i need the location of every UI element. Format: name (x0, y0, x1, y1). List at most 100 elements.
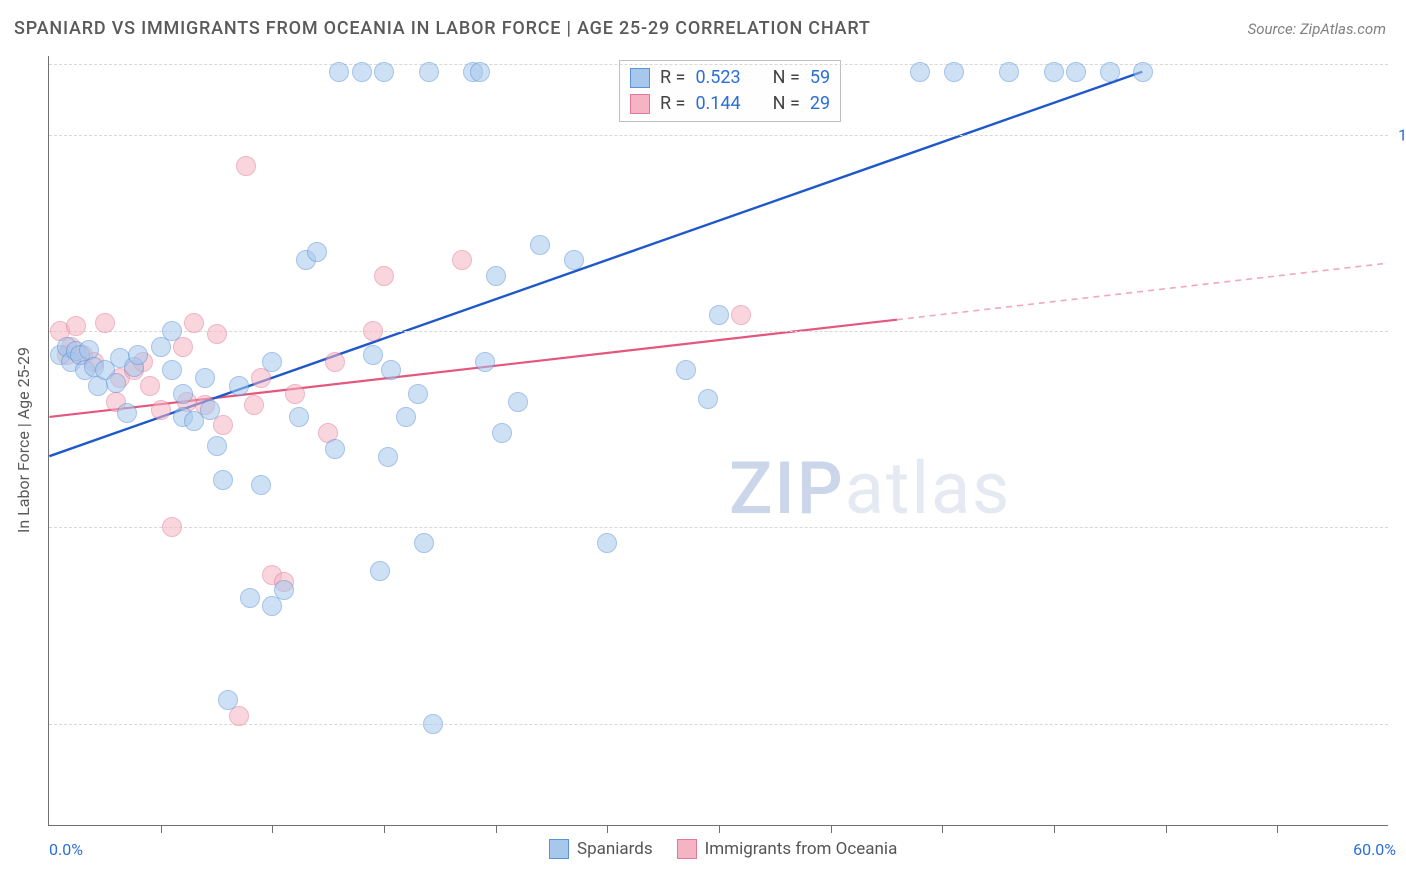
data-point-spaniards (492, 423, 512, 443)
data-point-spaniards (195, 368, 215, 388)
data-point-spaniards (378, 447, 398, 467)
data-point-spaniards (408, 384, 428, 404)
data-point-spaniards (117, 403, 137, 423)
data-point-spaniards (564, 250, 584, 270)
gridline-horizontal (49, 527, 1388, 528)
data-point-spaniards (240, 588, 260, 608)
source-label: Source: ZipAtlas.com (1248, 20, 1386, 38)
x-label-right: 60.0% (1353, 840, 1396, 859)
data-point-oceania (140, 376, 160, 396)
data-point-oceania (374, 266, 394, 286)
watermark-zip: ZIP (729, 446, 845, 531)
x-tick (384, 825, 385, 833)
y-tick-label: 87.5% (1395, 322, 1406, 341)
data-point-spaniards (173, 384, 193, 404)
data-point-oceania (66, 316, 86, 336)
legend-item-spaniards: Spaniards (549, 839, 653, 859)
bottom-legend: Spaniards Immigrants from Oceania (549, 839, 897, 859)
legend-swatch-spaniards-icon (549, 839, 569, 859)
y-tick-label: 75.0% (1395, 518, 1406, 537)
swatch-oceania-icon (630, 94, 650, 114)
chart-title: SPANIARD VS IMMIGRANTS FROM OCEANIA IN L… (14, 18, 871, 39)
gridline-horizontal (49, 64, 1388, 65)
r-label: R = (660, 91, 685, 117)
data-point-oceania (207, 324, 227, 344)
data-point-oceania (285, 384, 305, 404)
data-point-spaniards (325, 439, 345, 459)
x-label-left: 0.0% (49, 840, 83, 859)
data-point-oceania (236, 156, 256, 176)
data-point-spaniards (213, 470, 233, 490)
data-point-spaniards (944, 62, 964, 82)
data-point-spaniards (374, 62, 394, 82)
legend-label-spaniards: Spaniards (577, 839, 653, 859)
y-tick-label: 62.5% (1395, 714, 1406, 733)
data-point-oceania (184, 313, 204, 333)
data-point-spaniards (200, 400, 220, 420)
y-axis-title: In Labor Force | Age 25-29 (14, 347, 33, 533)
x-tick (496, 825, 497, 833)
gridline-horizontal (49, 724, 1388, 725)
data-point-spaniards (229, 376, 249, 396)
legend-swatch-oceania-icon (677, 839, 697, 859)
spaniards-r-value: 0.523 (695, 65, 740, 91)
plot-area: ZIPatlas R = 0.523 N = 59 R = 0.144 N = … (48, 56, 1388, 826)
gridline-horizontal (49, 331, 1388, 332)
data-point-spaniards (709, 305, 729, 325)
stats-row-spaniards: R = 0.523 N = 59 (630, 65, 830, 91)
data-point-oceania (731, 305, 751, 325)
data-point-spaniards (128, 345, 148, 365)
oceania-n-value: 29 (810, 91, 830, 117)
data-point-spaniards (218, 690, 238, 710)
data-point-spaniards (381, 360, 401, 380)
oceania-r-value: 0.144 (695, 91, 740, 117)
watermark-atlas: atlas (845, 446, 1012, 531)
data-point-spaniards (1044, 62, 1064, 82)
x-tick (1277, 825, 1278, 833)
data-point-oceania (151, 400, 171, 420)
data-point-spaniards (676, 360, 696, 380)
data-point-spaniards (262, 352, 282, 372)
data-point-spaniards (162, 360, 182, 380)
correlation-stats-box: R = 0.523 N = 59 R = 0.144 N = 29 (619, 60, 841, 122)
x-tick (1166, 825, 1167, 833)
data-point-spaniards (1066, 62, 1086, 82)
n-label: N = (773, 65, 800, 91)
data-point-oceania (363, 321, 383, 341)
data-point-oceania (213, 415, 233, 435)
data-point-spaniards (423, 714, 443, 734)
data-point-spaniards (508, 392, 528, 412)
x-tick (272, 825, 273, 833)
data-point-spaniards (307, 242, 327, 262)
data-point-spaniards (106, 373, 126, 393)
data-point-spaniards (530, 235, 550, 255)
data-point-spaniards (329, 62, 349, 82)
data-point-spaniards (274, 580, 294, 600)
data-point-oceania (325, 352, 345, 372)
data-point-spaniards (597, 533, 617, 553)
data-point-spaniards (1133, 62, 1153, 82)
data-point-oceania (95, 313, 115, 333)
x-tick (719, 825, 720, 833)
x-tick (942, 825, 943, 833)
data-point-spaniards (486, 266, 506, 286)
data-point-spaniards (698, 389, 718, 409)
stats-row-oceania: R = 0.144 N = 29 (630, 91, 830, 117)
data-point-spaniards (396, 407, 416, 427)
data-point-oceania (244, 395, 264, 415)
swatch-spaniards-icon (630, 68, 650, 88)
r-label: R = (660, 65, 685, 91)
data-point-spaniards (289, 407, 309, 427)
gridline-horizontal (49, 135, 1388, 136)
x-tick (831, 825, 832, 833)
data-point-spaniards (352, 62, 372, 82)
data-point-oceania (162, 517, 182, 537)
data-point-spaniards (475, 352, 495, 372)
y-tick-label: 100.0% (1395, 125, 1406, 144)
data-point-spaniards (1100, 62, 1120, 82)
data-point-spaniards (414, 533, 434, 553)
legend-item-oceania: Immigrants from Oceania (677, 839, 898, 859)
legend-label-oceania: Immigrants from Oceania (705, 839, 898, 859)
x-tick (1054, 825, 1055, 833)
data-point-spaniards (910, 62, 930, 82)
